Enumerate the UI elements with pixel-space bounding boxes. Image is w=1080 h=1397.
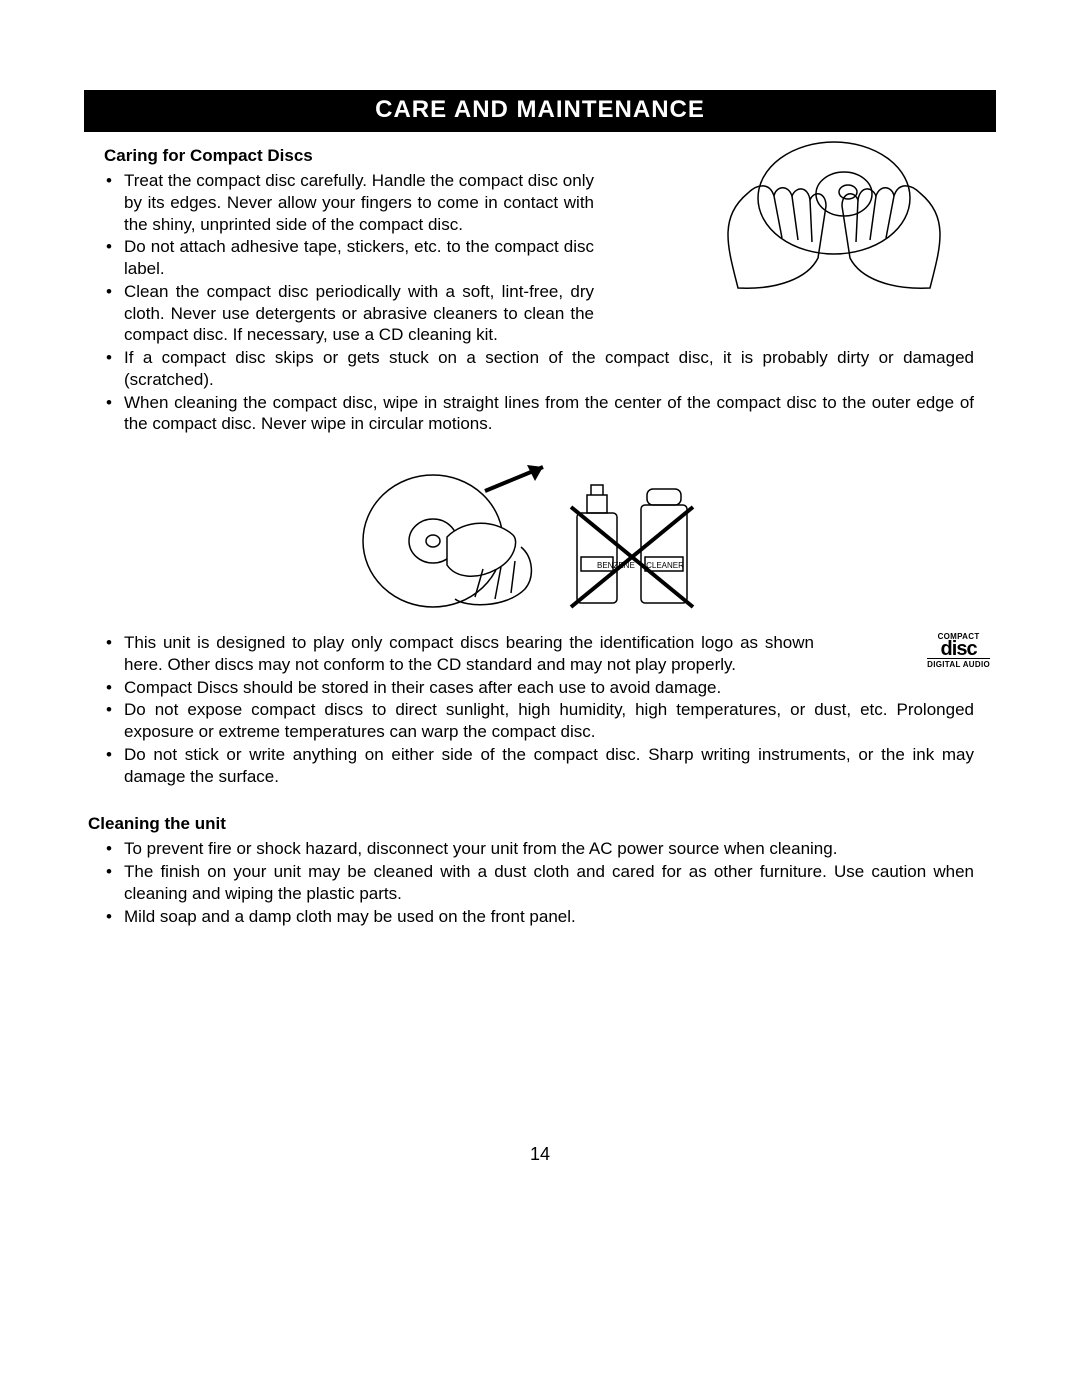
list-item: Do not attach adhesive tape, stickers, e…	[104, 236, 594, 280]
section-gap	[84, 788, 996, 814]
list-item: Do not stick or write anything on either…	[104, 744, 974, 788]
bullet-list-1c: This unit is designed to play only compa…	[104, 632, 996, 698]
list-item: Do not expose compact discs to direct su…	[104, 699, 974, 743]
logo-bottom: DIGITAL AUDIO	[927, 658, 990, 669]
cleaner-label: CLEANER	[646, 561, 684, 570]
page-title-bar: CARE AND MAINTENANCE	[84, 90, 996, 132]
list-item: Mild soap and a damp cloth may be used o…	[104, 906, 974, 928]
figure-cleaning: BENZENE CLEANER	[84, 449, 996, 622]
section-caring-for-discs: Caring for Compact Discs Treat	[84, 146, 996, 787]
bullet-list-2: To prevent fire or shock hazard, disconn…	[104, 838, 996, 927]
list-item: When cleaning the compact disc, wipe in …	[104, 392, 974, 436]
list-item: This unit is designed to play only compa…	[104, 632, 814, 676]
section-cleaning-unit: Cleaning the unit To prevent fire or sho…	[84, 814, 996, 927]
list-item: If a compact disc skips or gets stuck on…	[104, 347, 974, 391]
logo-mid: disc	[927, 640, 990, 658]
figure-hold-disc	[678, 138, 990, 298]
page-title: CARE AND MAINTENANCE	[375, 96, 705, 123]
section2-heading: Cleaning the unit	[88, 814, 996, 834]
benzene-label: BENZENE	[597, 561, 635, 570]
list-item: Treat the compact disc carefully. Handle…	[104, 170, 594, 235]
bullet-list-1b: If a compact disc skips or gets stuck on…	[104, 347, 996, 435]
cleaning-icon: BENZENE CLEANER	[355, 449, 725, 617]
list-item: To prevent fire or shock hazard, disconn…	[104, 838, 974, 860]
list-item: Clean the compact disc periodically with…	[104, 281, 594, 346]
list-item: The finish on your unit may be cleaned w…	[104, 861, 974, 905]
list-item: Compact Discs should be stored in their …	[104, 677, 814, 699]
hold-disc-icon	[678, 138, 990, 293]
bullet-list-1d: Do not expose compact discs to direct su…	[104, 699, 996, 787]
page-number: 14	[0, 1144, 1080, 1165]
logo-block-wrapper: COMPACT disc DIGITAL AUDIO This unit is …	[84, 632, 996, 698]
compact-disc-logo: COMPACT disc DIGITAL AUDIO	[927, 632, 990, 669]
page-container: CARE AND MAINTENANCE Caring for Compact …	[0, 0, 1080, 927]
